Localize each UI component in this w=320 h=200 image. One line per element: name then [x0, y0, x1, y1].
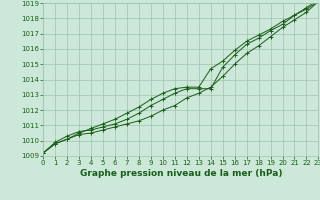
X-axis label: Graphe pression niveau de la mer (hPa): Graphe pression niveau de la mer (hPa) [80, 169, 282, 178]
